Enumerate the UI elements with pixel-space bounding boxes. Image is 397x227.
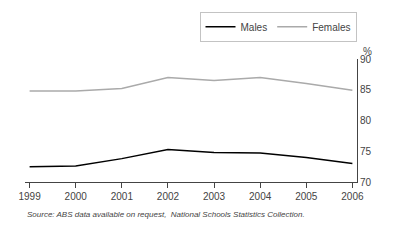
svg-text:90: 90 — [360, 54, 372, 65]
svg-text:2001: 2001 — [111, 191, 134, 202]
svg-text:%: % — [363, 46, 372, 57]
svg-text:Females: Females — [312, 22, 350, 33]
svg-text:80: 80 — [360, 115, 372, 126]
svg-text:2002: 2002 — [157, 191, 180, 202]
svg-text:2006: 2006 — [341, 191, 364, 202]
svg-text:2004: 2004 — [249, 191, 272, 202]
svg-text:75: 75 — [360, 146, 372, 157]
svg-text:2000: 2000 — [65, 191, 88, 202]
svg-text:Males: Males — [241, 22, 268, 33]
svg-text:70: 70 — [360, 177, 372, 188]
svg-text:Source: ABS data available on: Source: ABS data available on request, N… — [27, 210, 305, 219]
svg-text:85: 85 — [360, 84, 372, 95]
svg-text:2003: 2003 — [203, 191, 226, 202]
svg-text:2005: 2005 — [295, 191, 318, 202]
svg-text:1999: 1999 — [18, 191, 41, 202]
